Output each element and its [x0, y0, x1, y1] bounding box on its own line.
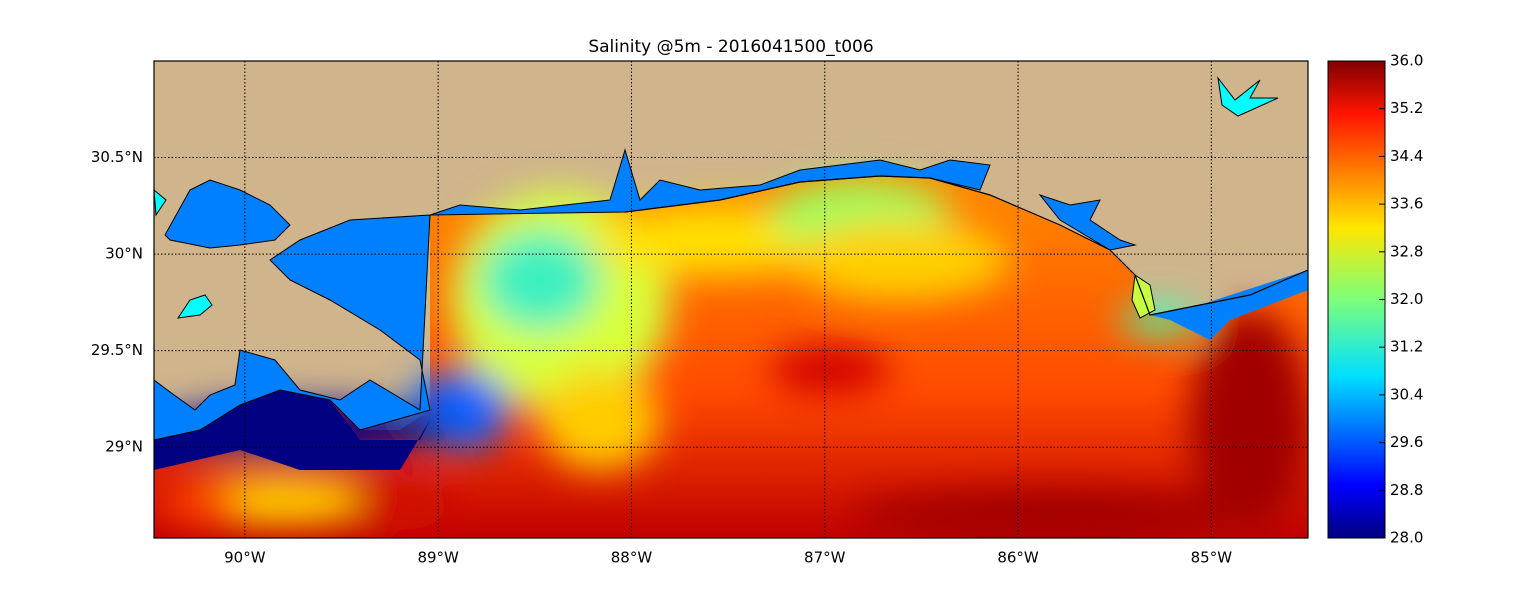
- colorbar-tick-label: 30.4: [1390, 385, 1423, 403]
- map-title: Salinity @5m - 2016041500_t006: [588, 37, 873, 57]
- colorbar-tick-label: 29.6: [1390, 433, 1423, 451]
- coastline: [624, 175, 1308, 316]
- x-tick-label: 87°W: [804, 549, 846, 567]
- colorbar-tick-label: 28.8: [1390, 481, 1423, 499]
- y-tick-label: 30.5°N: [91, 148, 143, 166]
- lake: [154, 189, 167, 217]
- colorbar-tick-label: 28.0: [1390, 529, 1423, 547]
- lake: [176, 294, 213, 319]
- colorbar-tick-label: 34.4: [1390, 147, 1423, 165]
- colorbar-tick-label: 32.0: [1390, 290, 1423, 308]
- x-tick-label: 88°W: [611, 549, 653, 567]
- map-field: [154, 61, 1308, 538]
- x-tick-label: 90°W: [224, 549, 266, 567]
- colorbar-tick-label: 32.8: [1390, 242, 1423, 260]
- lake: [1217, 76, 1279, 117]
- colorbar: [1327, 60, 1386, 539]
- y-tick-label: 29°N: [105, 438, 143, 456]
- colorbar-tick-label: 35.2: [1390, 99, 1423, 117]
- colorbar-tick-label: 33.6: [1390, 195, 1423, 213]
- x-tick-label: 86°W: [997, 549, 1039, 567]
- map-frame: [153, 60, 1309, 539]
- river-plume: [154, 390, 430, 470]
- coastal-water: [154, 148, 991, 441]
- bay: [1038, 193, 1137, 251]
- x-tick-label: 89°W: [417, 549, 459, 567]
- colorbar-tick-label: 31.2: [1390, 338, 1423, 356]
- y-tick-label: 29.5°N: [91, 341, 143, 359]
- x-tick-label: 85°W: [1191, 549, 1233, 567]
- y-tick-label: 30°N: [105, 245, 143, 263]
- lake: [164, 179, 291, 249]
- colorbar-tick-label: 36.0: [1390, 52, 1423, 70]
